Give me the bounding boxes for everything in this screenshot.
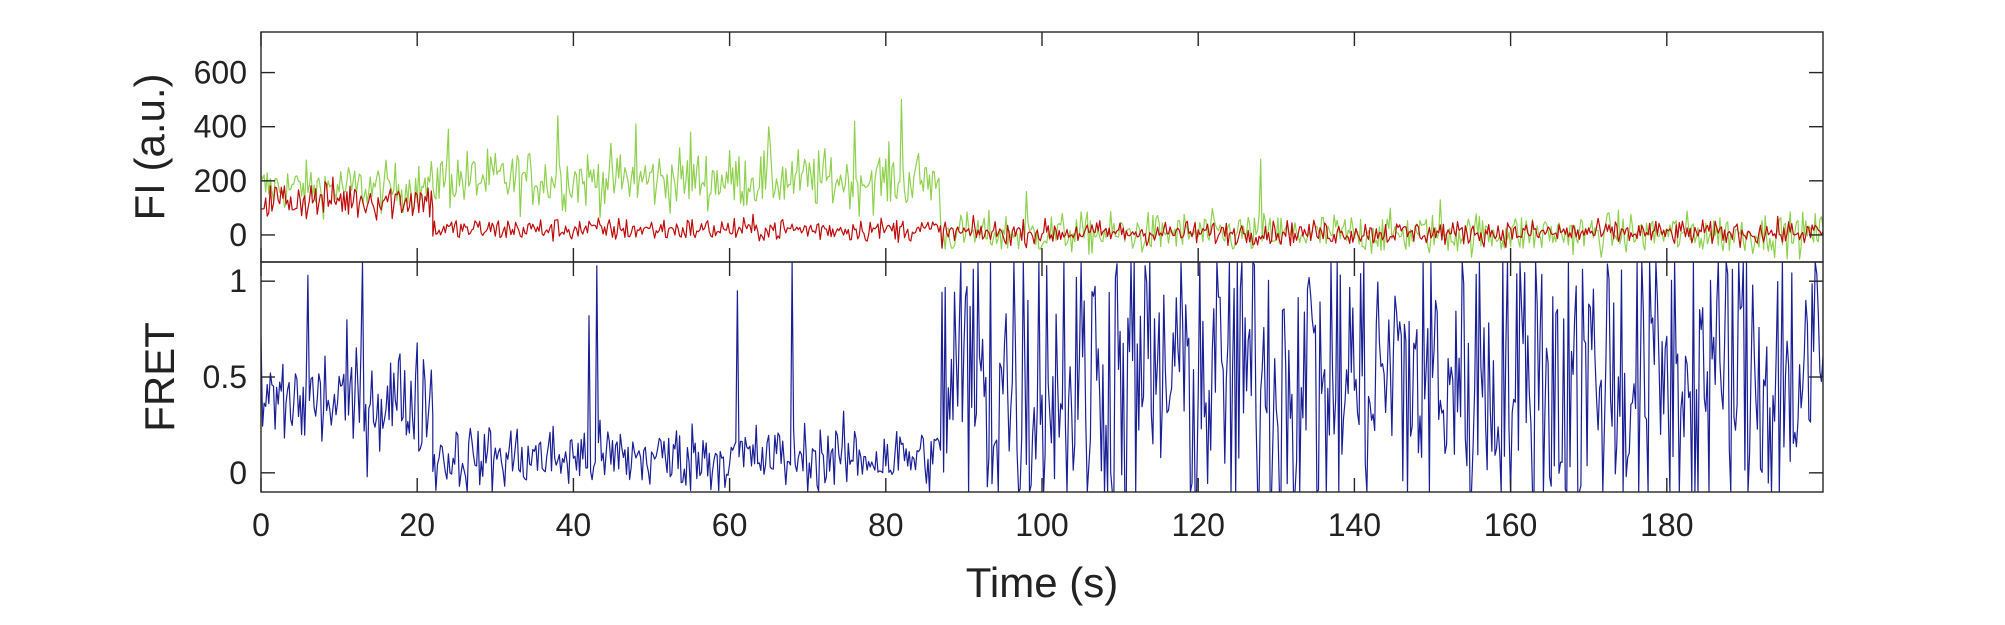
fluorescence-series-0 bbox=[261, 99, 1823, 260]
x-tick-label: 60 bbox=[712, 507, 748, 543]
x-tick-label: 120 bbox=[1172, 507, 1225, 543]
y-tick-label: 0 bbox=[229, 217, 247, 253]
fluorescence-y-axis-label: FI (a.u.) bbox=[126, 73, 173, 220]
fluorescence-panel: 0 200 400 600 FI (a.u.) bbox=[126, 31, 1824, 263]
x-tick-label: 140 bbox=[1328, 507, 1381, 543]
x-tick-label: 40 bbox=[556, 507, 592, 543]
fret-series-0 bbox=[261, 262, 1823, 492]
y-tick-label: 400 bbox=[194, 109, 247, 145]
x-tick-label: 0 bbox=[252, 507, 270, 543]
time-x-ticks: 0 20 40 60 80 100 120 140 160 180 bbox=[252, 32, 1693, 543]
fluorescence-traces bbox=[261, 99, 1823, 260]
fret-panel: 00.51 0 20 40 60 80 100 120 140 160 180 FRET Time… bbox=[136, 32, 1824, 606]
fret-axes-frame bbox=[260, 261, 1824, 493]
fluorescence-y-ticks: 0 200 400 600 bbox=[194, 55, 1823, 253]
x-tick-label: 160 bbox=[1484, 507, 1537, 543]
fluorescence-series-1 bbox=[261, 176, 1823, 249]
y-tick-label: 0 bbox=[229, 455, 247, 491]
y-tick-label: 0.5 bbox=[203, 359, 247, 395]
x-tick-label: 180 bbox=[1640, 507, 1693, 543]
fret-y-ticks: 00.51 bbox=[203, 263, 1823, 491]
fret-y-axis-label: FRET bbox=[136, 322, 183, 432]
x-tick-label: 80 bbox=[868, 507, 904, 543]
x-tick-label: 100 bbox=[1015, 507, 1068, 543]
y-tick-label: 1 bbox=[229, 263, 247, 299]
fret-traces bbox=[261, 262, 1823, 492]
y-tick-label: 600 bbox=[194, 55, 247, 91]
x-tick-label: 20 bbox=[399, 507, 435, 543]
time-x-axis-label: Time (s) bbox=[966, 559, 1118, 606]
y-tick-label: 200 bbox=[194, 163, 247, 199]
